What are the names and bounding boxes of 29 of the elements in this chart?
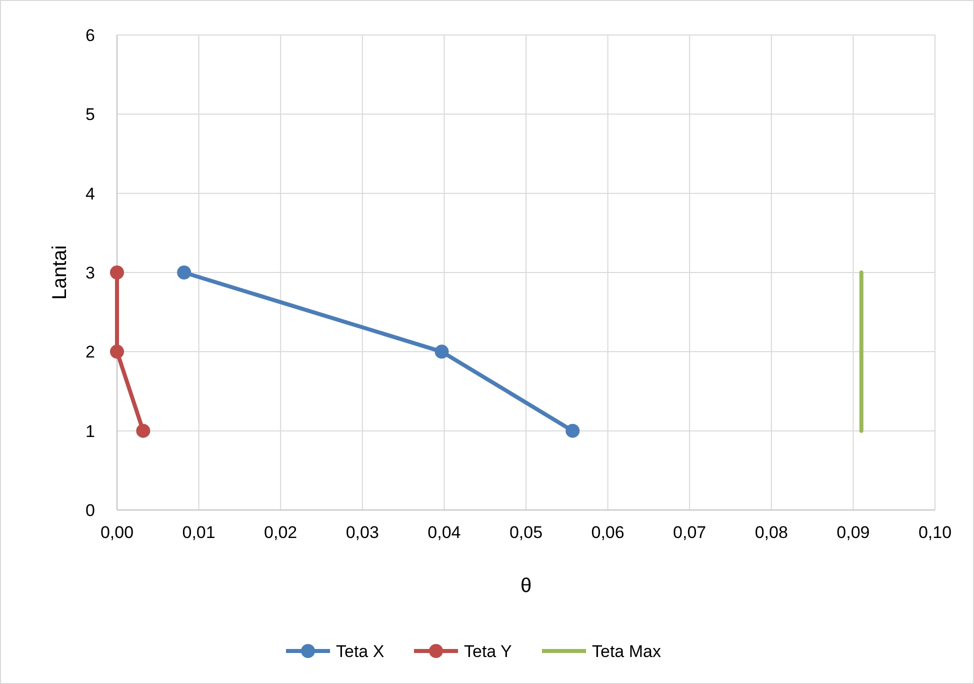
y-tick-label: 6 — [86, 26, 95, 45]
y-axis-title: Lantai — [49, 245, 71, 300]
point — [177, 266, 192, 280]
y-tick-label: 3 — [86, 264, 95, 282]
x-tick-label: 0,01 — [182, 523, 216, 542]
x-tick-label: 0,04 — [428, 523, 461, 542]
legend-label: Teta Max — [592, 642, 662, 661]
point — [110, 344, 124, 359]
point — [434, 344, 449, 359]
x-tick-label: 0,09 — [836, 523, 870, 542]
y-tick-label: 4 — [86, 184, 95, 204]
y-tick-label: 0 — [86, 501, 95, 520]
legend-label: Teta X — [336, 642, 384, 661]
x-tick-label: 0,05 — [509, 523, 543, 542]
point — [566, 424, 580, 438]
legend-label: Teta Y — [464, 642, 512, 661]
x-tick-label: 0,00 — [100, 523, 134, 542]
y-tick-label: 2 — [86, 342, 95, 362]
y-tick-label: 1 — [86, 422, 95, 441]
x-tick-label: 0,08 — [754, 523, 788, 542]
point — [110, 266, 124, 280]
x-tick-label: 0,07 — [673, 523, 706, 542]
x-axis-title: θ — [520, 575, 532, 597]
x-tick-label: 0,02 — [264, 523, 298, 542]
x-tick-label: 0,06 — [591, 523, 624, 542]
x-tick-label: 0,03 — [346, 523, 379, 542]
point — [136, 424, 150, 438]
y-tick-label: 5 — [86, 105, 95, 124]
x-tick-label: 0,10 — [918, 523, 952, 542]
